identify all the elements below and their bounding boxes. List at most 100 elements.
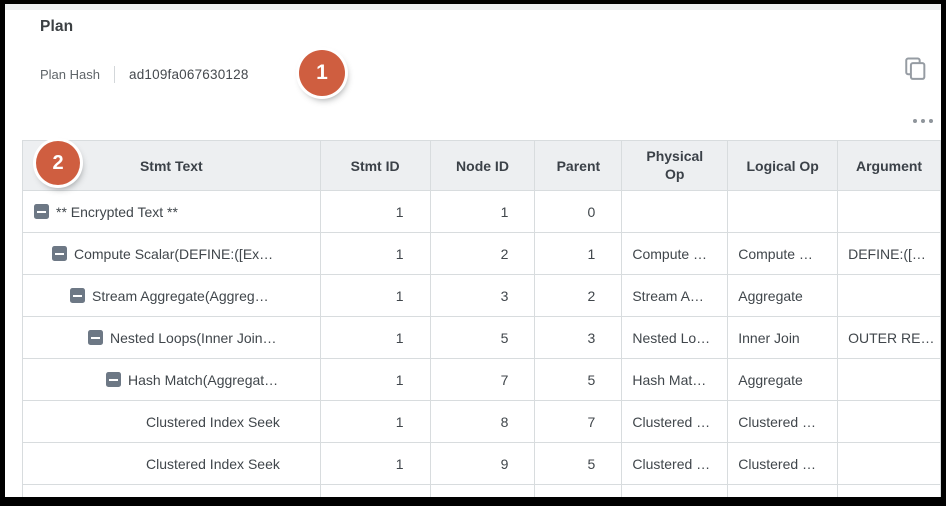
table-row[interactable]: Stream Aggregate(Aggreg… 1 3 2 Stream A… Aggr…: [23, 275, 941, 317]
column-header-parent[interactable]: Parent: [535, 141, 623, 190]
cell-argument: [838, 275, 941, 316]
cell-stmt_text: Stream Aggregate(Aggreg…: [23, 275, 321, 316]
plan-grid: Stmt Text Stmt ID Node ID Parent Physical Op…: [22, 140, 941, 497]
cell-physical_op: Stream A…: [622, 275, 729, 316]
table-row[interactable]: Clustered Index Seek 1 9 5 Clustered … Cluste…: [23, 443, 941, 485]
cell-empty: [321, 485, 431, 497]
cell-parent: 5: [535, 359, 623, 400]
cell-argument: [838, 359, 941, 400]
stmt-text-label: Clustered Index Seek: [146, 413, 280, 430]
cell-stmt_text: Clustered Index Seek: [23, 443, 321, 484]
cell-physical_op: Clustered …: [622, 443, 729, 484]
cell-stmt_text: ** Encrypted Text **: [23, 191, 321, 232]
cell-logical_op: [728, 191, 839, 232]
stmt-text-label: Hash Match(Aggregat…: [128, 371, 279, 388]
cell-stmt_id: 1: [321, 443, 431, 484]
ellipsis-dot: [921, 119, 925, 123]
cell-logical_op: Compute …: [728, 233, 839, 274]
cell-node_id: 1: [431, 191, 536, 232]
collapse-minus-icon[interactable]: [106, 372, 121, 387]
stmt-text-label: Clustered Index Seek: [146, 455, 280, 472]
cell-empty: [535, 485, 623, 497]
plan-hash-label: Plan Hash: [40, 66, 100, 82]
cell-logical_op: Clustered …: [728, 443, 839, 484]
cell-stmt_id: 1: [321, 191, 431, 232]
collapse-minus-icon[interactable]: [88, 330, 103, 345]
tree-indent: [23, 337, 88, 338]
top-strip: [5, 4, 941, 10]
annotation-badge-2: 2: [36, 141, 80, 185]
column-header-node_id[interactable]: Node ID: [431, 141, 536, 190]
cell-physical_op: Nested Lo…: [622, 317, 729, 358]
column-header-physical_op[interactable]: Physical Op: [622, 141, 729, 190]
tree-indent: [23, 463, 146, 464]
cell-node_id: 8: [431, 401, 536, 442]
ellipsis-menu-icon[interactable]: [903, 114, 941, 128]
cell-argument: OUTER RE…: [838, 317, 941, 358]
cell-empty: [728, 485, 839, 497]
copy-icon-glyph: [905, 57, 926, 80]
tree-indent: [23, 379, 106, 380]
cell-physical_op: Clustered …: [622, 401, 729, 442]
column-header-logical_op[interactable]: Logical Op: [728, 141, 839, 190]
ellipsis-dot: [913, 119, 917, 123]
column-header-stmt_id[interactable]: Stmt ID: [321, 141, 431, 190]
tree-indent: [23, 421, 146, 422]
cell-stmt_id: 1: [321, 317, 431, 358]
cell-logical_op: Inner Join: [728, 317, 839, 358]
cell-node_id: 3: [431, 275, 536, 316]
column-header-label: Stmt Text: [139, 157, 203, 174]
cell-argument: DEFINE:([…: [838, 233, 941, 274]
plan-hash-value: ad109fa067630128: [128, 66, 249, 82]
column-header-label: Physical Op: [646, 148, 704, 182]
table-row[interactable]: Compute Scalar(DEFINE:([Ex… 1 2 1 Compute … C…: [23, 233, 941, 275]
stmt-text-label: Compute Scalar(DEFINE:([Ex…: [74, 245, 274, 262]
cell-physical_op: [622, 191, 729, 232]
plan-panel: Plan Plan Hash ad109fa067630128 1 Stmt T…: [5, 4, 941, 497]
column-header-label: Node ID: [456, 157, 509, 174]
cell-stmt_id: 1: [321, 275, 431, 316]
cell-empty: [23, 485, 321, 497]
stmt-text-label: Nested Loops(Inner Join…: [110, 329, 277, 346]
cell-parent: 3: [535, 317, 623, 358]
column-header-label: Stmt ID: [350, 157, 400, 174]
cell-parent: 2: [535, 275, 623, 316]
copy-icon[interactable]: [899, 54, 931, 86]
cell-stmt_text: Clustered Index Seek: [23, 401, 321, 442]
cell-node_id: 7: [431, 359, 536, 400]
table-row[interactable]: Hash Match(Aggregat… 1 7 5 Hash Mat… Aggregat…: [23, 359, 941, 401]
cell-argument: [838, 401, 941, 442]
collapse-minus-icon[interactable]: [70, 288, 85, 303]
cell-stmt_id: 1: [321, 401, 431, 442]
page-title: Plan: [40, 18, 74, 35]
cell-stmt_text: Hash Match(Aggregat…: [23, 359, 321, 400]
table-row-partial: [23, 485, 941, 497]
column-header-stmt_text[interactable]: Stmt Text: [23, 141, 321, 190]
cell-logical_op: Aggregate: [728, 359, 839, 400]
cell-logical_op: Aggregate: [728, 275, 839, 316]
table-header-row: Stmt Text Stmt ID Node ID Parent Physical Op…: [23, 141, 941, 191]
cell-stmt_text: Compute Scalar(DEFINE:([Ex…: [23, 233, 321, 274]
column-header-label: Argument: [855, 157, 923, 174]
collapse-minus-icon[interactable]: [34, 204, 49, 219]
cell-node_id: 5: [431, 317, 536, 358]
cell-parent: 5: [535, 443, 623, 484]
table-row[interactable]: Nested Loops(Inner Join… 1 5 3 Nested Lo… Inn…: [23, 317, 941, 359]
tree-indent: [23, 253, 52, 254]
column-header-argument[interactable]: Argument: [838, 141, 941, 190]
tree-indent: [23, 295, 70, 296]
cell-node_id: 9: [431, 443, 536, 484]
table-row[interactable]: ** Encrypted Text ** 1 1 0: [23, 191, 941, 233]
table-row[interactable]: Clustered Index Seek 1 8 7 Clustered … Cluste…: [23, 401, 941, 443]
collapse-minus-icon[interactable]: [52, 246, 67, 261]
column-header-label: Logical Op: [746, 157, 819, 174]
cell-empty: [431, 485, 536, 497]
cell-argument: [838, 191, 941, 232]
cell-stmt_id: 1: [321, 359, 431, 400]
cell-argument: [838, 443, 941, 484]
cell-parent: 1: [535, 233, 623, 274]
cell-logical_op: Clustered …: [728, 401, 839, 442]
cell-stmt_text: Nested Loops(Inner Join…: [23, 317, 321, 358]
cell-node_id: 2: [431, 233, 536, 274]
